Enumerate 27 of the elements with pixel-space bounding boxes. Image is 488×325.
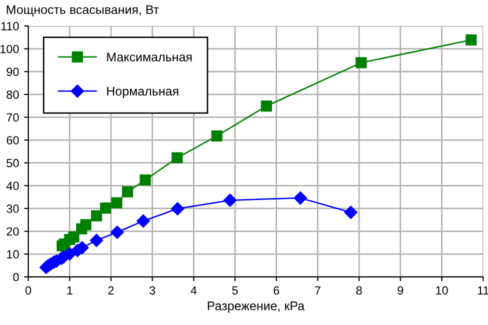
x-tick-label: 1 <box>67 286 72 294</box>
y-tick-label: 20 <box>6 227 19 236</box>
y-tick-label: 100 <box>0 44 19 54</box>
x-tick-label: 3 <box>150 286 156 295</box>
y-tick-label: 40 <box>6 182 19 190</box>
x-tick-label: 2 <box>108 286 114 294</box>
y-tick-label: 90 <box>6 68 19 76</box>
y-tick-label: 0 <box>13 272 19 282</box>
x-tick-label: 0 <box>25 286 32 295</box>
x-tick-label: 4 <box>190 286 197 294</box>
x-tick-label: 7 <box>315 286 320 294</box>
x-tick-label: 6 <box>274 286 280 295</box>
y-axis-title: Мощность всасывания, Вт <box>6 5 159 16</box>
y-tick-label: 60 <box>6 136 19 144</box>
legend-label: Нормальная <box>107 86 178 98</box>
x-tick-label: 5 <box>232 286 238 295</box>
y-tick-label: 70 <box>6 113 19 122</box>
y-tick-label: 80 <box>6 90 19 99</box>
x-axis-title: Разрежение, кРа <box>208 302 305 313</box>
legend-label: Максимальная <box>107 52 192 62</box>
y-tick-label: 30 <box>6 204 19 213</box>
y-tick-label: 10 <box>7 250 19 258</box>
x-tick-label: 10 <box>436 286 448 295</box>
y-tick-label: 110 <box>1 22 19 30</box>
x-tick-label: 9 <box>398 286 404 295</box>
x-tick-label: 8 <box>356 286 362 295</box>
y-tick-label: 50 <box>6 158 19 168</box>
